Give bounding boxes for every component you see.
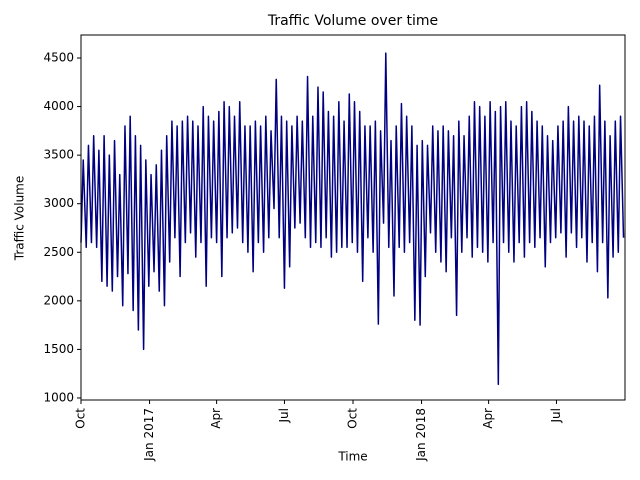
x-tick-label: Jan 2018 — [414, 408, 428, 462]
y-tick-label: 4000 — [43, 99, 74, 113]
data-line — [80, 52, 625, 386]
plot-frame — [80, 34, 626, 401]
y-tick-label: 1500 — [43, 342, 74, 356]
x-tick-label: Apr — [209, 408, 223, 429]
y-tick-label: 2500 — [43, 245, 74, 259]
y-tick-label: 1000 — [43, 390, 74, 404]
y-tick-label: 3000 — [43, 196, 74, 210]
x-axis-label: Time — [337, 450, 367, 464]
y-tick-label: 4500 — [43, 51, 74, 65]
x-tick-label: Jul — [549, 408, 563, 423]
y-tick-label: 3500 — [43, 148, 74, 162]
x-tick-label: Oct — [346, 408, 360, 429]
chart-title: Traffic Volume over time — [267, 13, 438, 29]
x-tick-label: Jul — [277, 408, 291, 423]
x-tick-label: Apr — [481, 408, 495, 429]
x-tick-label: Oct — [74, 408, 88, 429]
x-tick-label: Jan 2017 — [142, 408, 156, 462]
y-tick-label: 2000 — [43, 293, 74, 307]
y-axis-label: Traffic Volume — [13, 176, 27, 262]
